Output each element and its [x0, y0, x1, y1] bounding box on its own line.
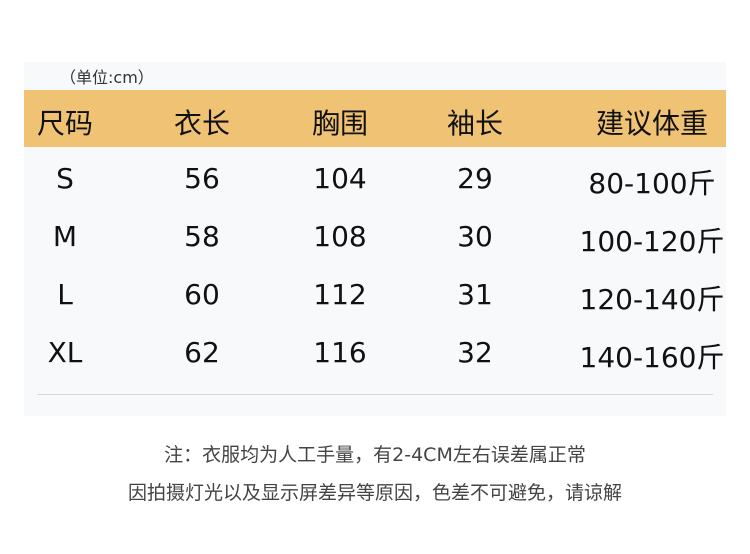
cell-sleeve: 29: [457, 162, 493, 195]
cell-weight: 140-160斤: [579, 341, 725, 374]
note-line-1: 注：衣服均为人工手量，有2-4CM左右误差属正常: [164, 444, 586, 466]
cell-sleeve: 32: [457, 336, 493, 369]
cell-weight: 80-100斤: [588, 167, 716, 200]
cell-chest: 116: [313, 336, 367, 369]
header-chest: 胸围: [311, 107, 369, 140]
unit-label: （单位:cm）: [60, 68, 154, 87]
table-row: M 58 108 30 100-120斤: [24, 208, 726, 266]
cell-chest: 108: [313, 220, 367, 253]
header-length: 衣长: [173, 107, 231, 140]
header-sleeve: 袖长: [446, 107, 504, 140]
header-weight: 建议体重: [595, 107, 709, 140]
table-row: XL 62 116 32 140-160斤: [24, 324, 726, 382]
cell-chest: 104: [313, 162, 367, 195]
divider: [37, 394, 713, 395]
cell-size: M: [52, 220, 78, 253]
cell-sleeve: 31: [457, 278, 493, 311]
note-line-2: 因拍摄灯光以及显示屏差异等原因，色差不可避免，请谅解: [127, 482, 622, 504]
cell-length: 56: [184, 162, 220, 195]
cell-sleeve: 30: [457, 220, 493, 253]
cell-weight: 100-120斤: [579, 225, 725, 258]
cell-length: 62: [184, 336, 220, 369]
cell-length: 58: [184, 220, 220, 253]
cell-chest: 112: [313, 278, 367, 311]
table-row: S 56 104 29 80-100斤: [24, 150, 726, 208]
cell-size: L: [57, 278, 73, 311]
table-row: L 60 112 31 120-140斤: [24, 266, 726, 324]
cell-length: 60: [184, 278, 220, 311]
header-size: 尺码: [36, 107, 94, 140]
table-header: [24, 90, 726, 147]
cell-size: S: [56, 162, 74, 195]
cell-weight: 120-140斤: [579, 283, 725, 316]
cell-size: XL: [47, 336, 83, 369]
